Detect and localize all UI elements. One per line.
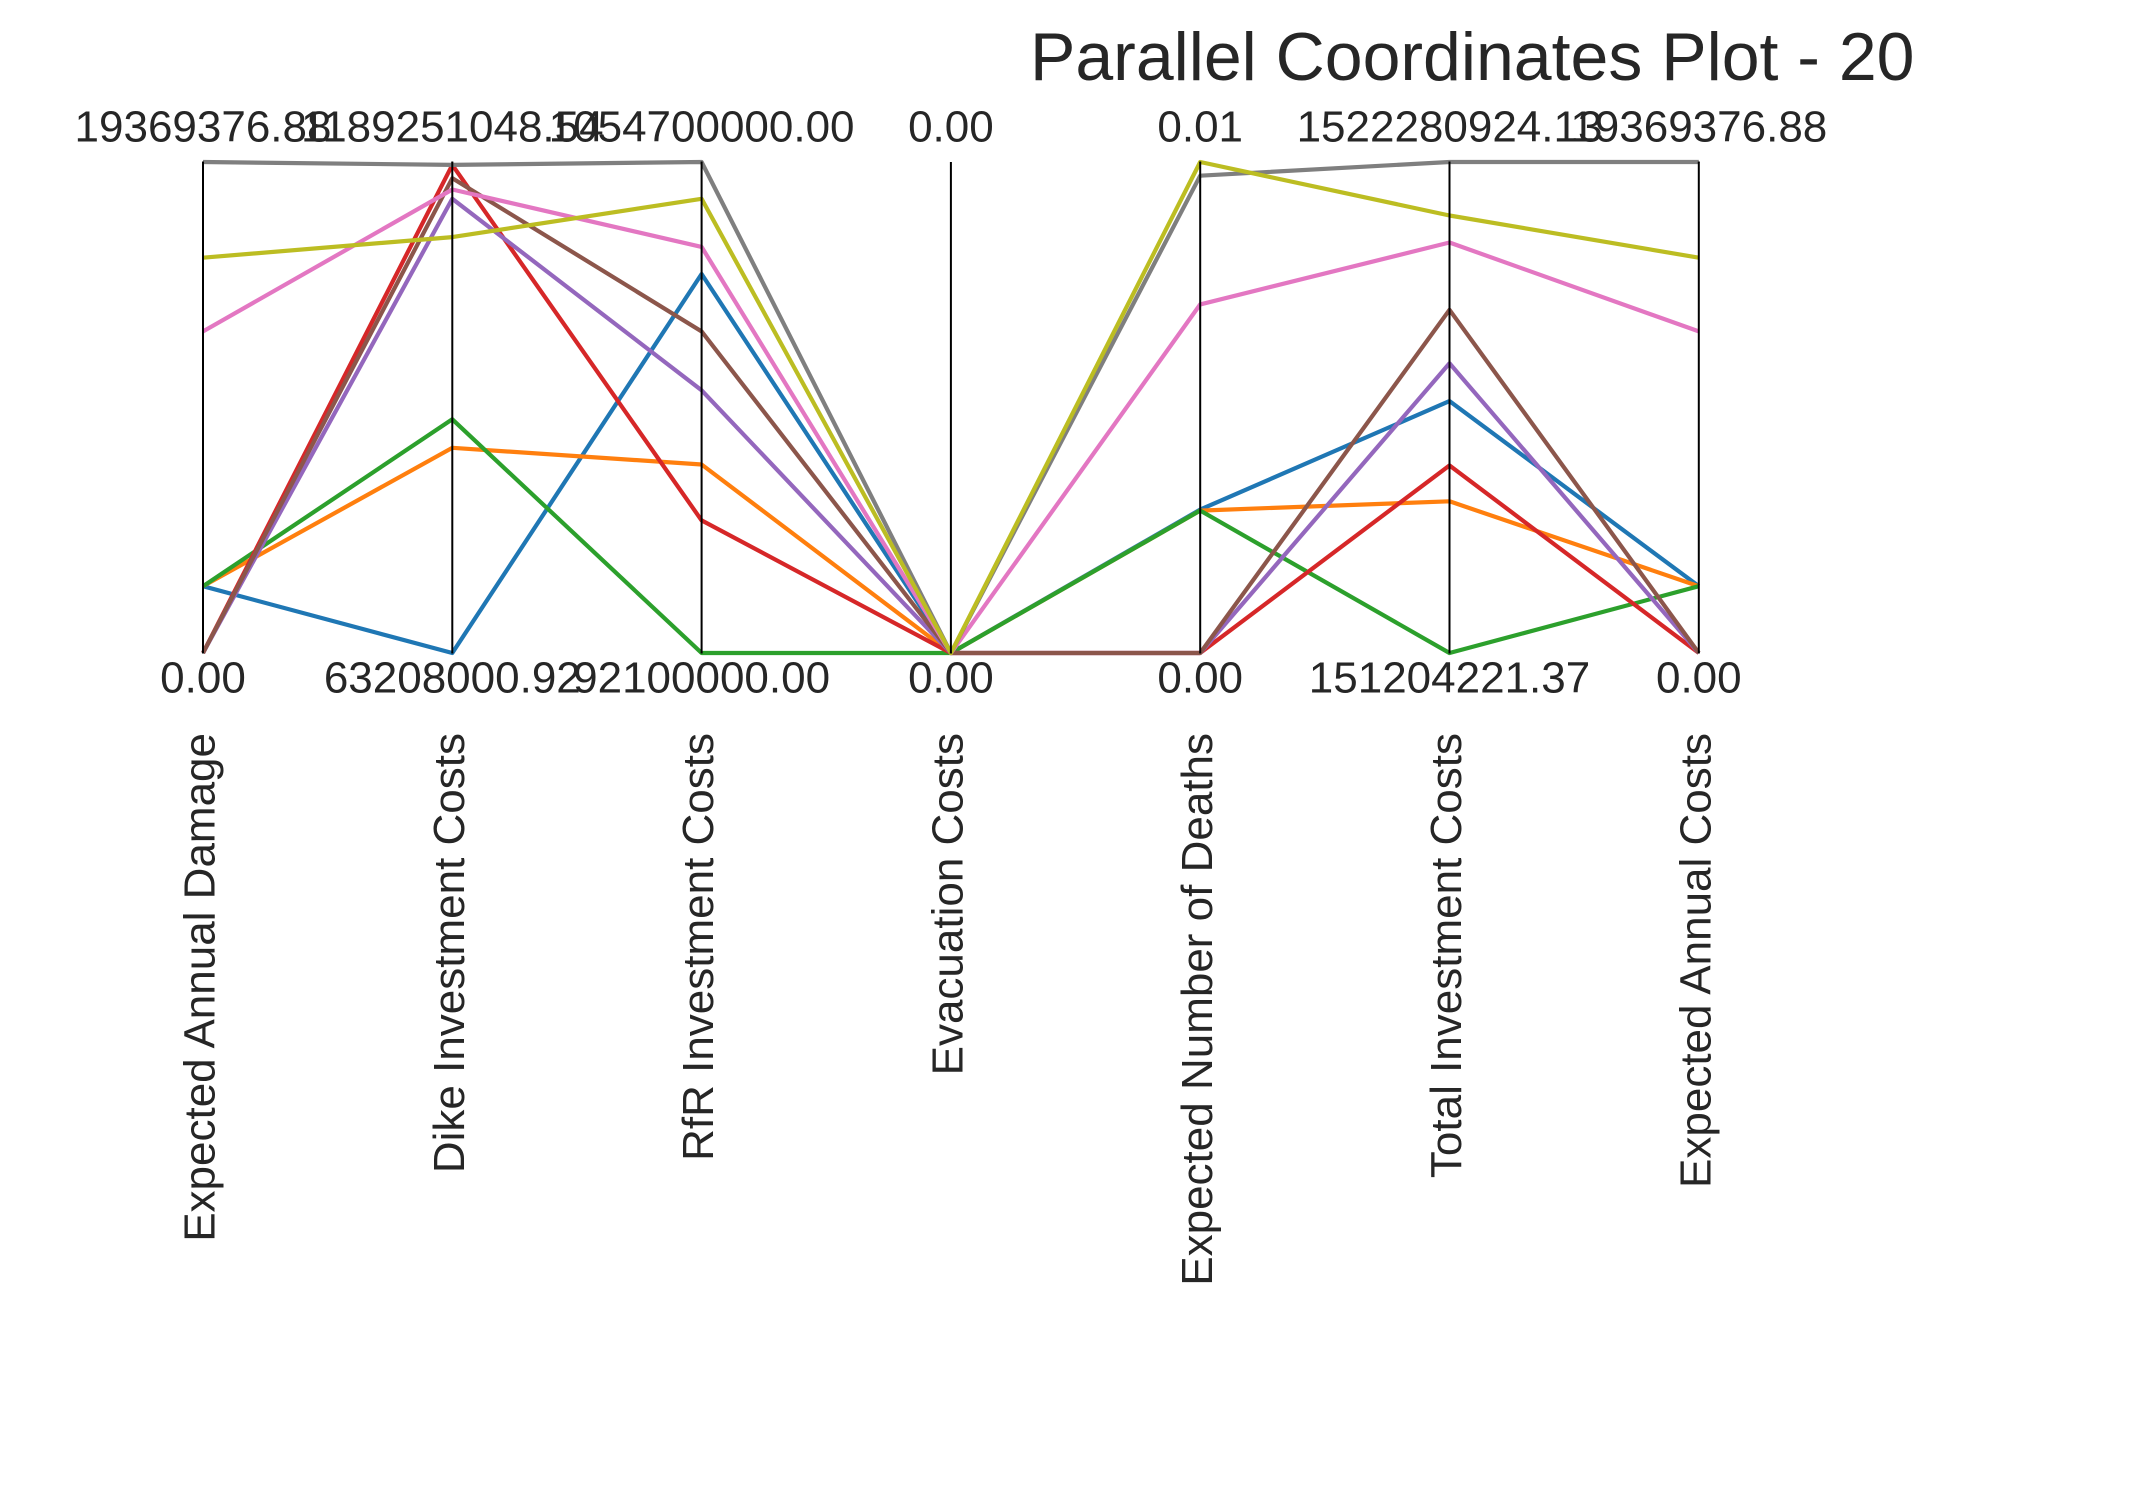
tick-label: 0.00 bbox=[908, 654, 994, 703]
tick-label: 19369376.88 bbox=[1570, 103, 1827, 152]
tick-label: 0.01 bbox=[1157, 103, 1243, 152]
tick-label: 63208000.92 bbox=[324, 654, 581, 703]
tick-label: 92100000.00 bbox=[573, 654, 830, 703]
tick-label: 0.00 bbox=[160, 654, 246, 703]
axis-label: Expected Annual Costs bbox=[1671, 733, 1720, 1188]
axis-label: Evacuation Costs bbox=[924, 733, 973, 1075]
chart-title: Parallel Coordinates Plot - 20 bbox=[1030, 19, 1914, 95]
tick-label: 151204221.37 bbox=[1309, 654, 1590, 703]
tick-label: 19369376.88 bbox=[75, 103, 332, 152]
tick-label: 0.00 bbox=[908, 103, 994, 152]
tick-label: 1189251048.54 bbox=[301, 103, 604, 152]
axis-label: Total Investment Costs bbox=[1422, 733, 1471, 1178]
tick-label: 1522280924.13 bbox=[1297, 103, 1603, 152]
axis-label: Dike Investment Costs bbox=[425, 733, 474, 1173]
tick-label: 0.00 bbox=[1656, 654, 1742, 703]
axis-label: Expected Annual Damage bbox=[176, 733, 225, 1242]
tick-label: 0.00 bbox=[1157, 654, 1243, 703]
axis-label: Expected Number of Deaths bbox=[1173, 733, 1222, 1286]
axis-label: RfR Investment Costs bbox=[674, 733, 723, 1161]
tick-label: 1054700000.00 bbox=[549, 103, 855, 152]
